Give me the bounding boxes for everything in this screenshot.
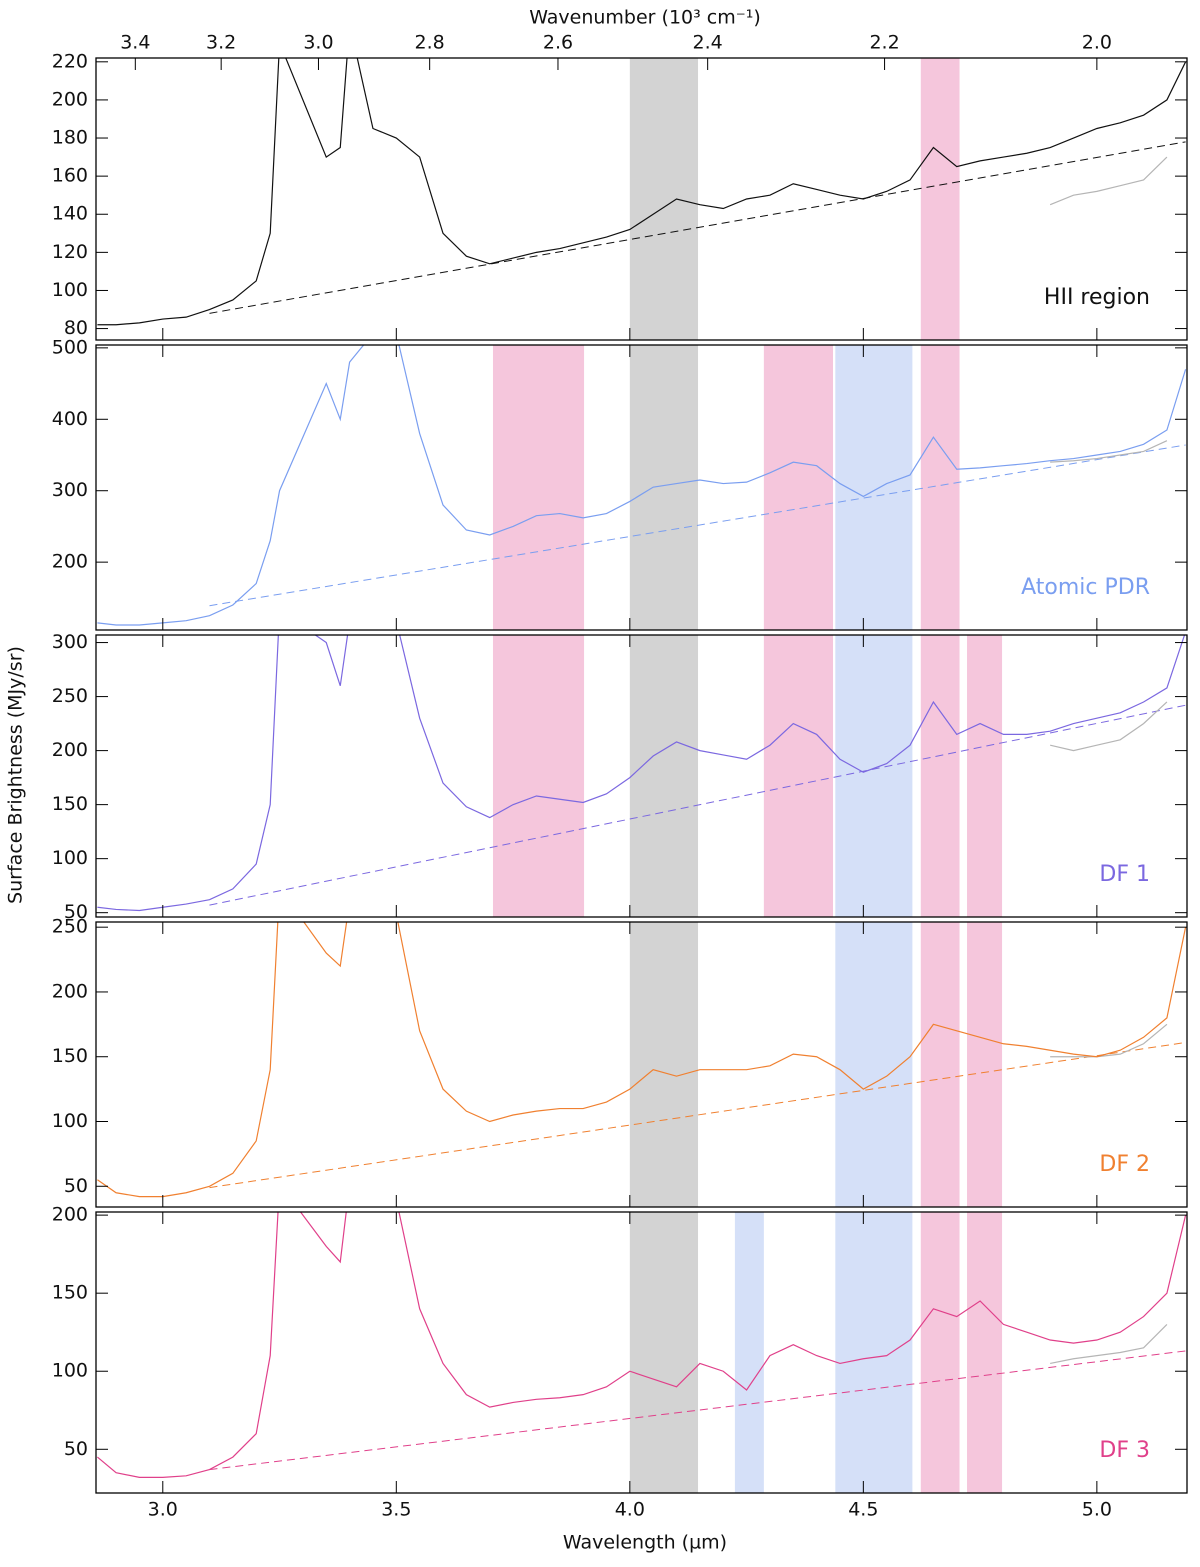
spectrum	[1050, 1023, 1168, 1058]
x-tick-label: 4.0	[615, 1499, 645, 1521]
x-axis-label: Wavelength (µm)	[563, 1532, 727, 1554]
continuum	[209, 1350, 1186, 1471]
band	[629, 635, 699, 917]
panel-label: HII region	[1044, 285, 1150, 310]
y-tick-label: 100	[52, 1110, 88, 1132]
x2-axis-label: Wavenumber (10³ cm⁻¹)	[529, 7, 761, 29]
y-tick-label: 300	[52, 479, 88, 501]
band	[629, 58, 699, 340]
band	[629, 922, 699, 1207]
y-tick-label: 50	[64, 1175, 88, 1197]
y-tick-label: 180	[52, 127, 88, 149]
panel-label: DF 2	[1099, 1152, 1150, 1177]
band	[835, 635, 913, 917]
y-tick-label: 400	[52, 408, 88, 430]
x-tick-label: 3.0	[148, 1499, 178, 1521]
spectrum	[97, 58, 1187, 326]
band	[763, 345, 833, 630]
band	[967, 922, 1003, 1207]
x2-tick-label: 2.6	[543, 32, 573, 54]
spectrum	[97, 345, 1187, 626]
y-tick-label: 50	[64, 1438, 88, 1460]
y-tick-label: 200	[52, 980, 88, 1002]
panel	[97, 58, 1187, 340]
y-tick-label: 100	[52, 279, 88, 301]
band	[629, 345, 699, 630]
y-tick-label: 200	[52, 88, 88, 110]
y-tick-label: 250	[52, 685, 88, 707]
continuum	[209, 704, 1186, 906]
y-tick-label: 500	[52, 336, 88, 358]
band	[734, 1212, 764, 1493]
band	[920, 922, 960, 1207]
y-tick-label: 100	[52, 847, 88, 869]
spectrum	[97, 1212, 1187, 1478]
x2-tick-label: 3.2	[206, 32, 236, 54]
y-tick-label: 150	[52, 1282, 88, 1304]
x2-tick-label: 3.0	[303, 32, 333, 54]
band	[763, 635, 833, 917]
y-tick-label: 150	[52, 793, 88, 815]
y-tick-label: 120	[52, 241, 88, 263]
y-tick-label: 150	[52, 1045, 88, 1067]
panel-label: Atomic PDR	[1021, 575, 1150, 600]
x2-tick-label: 2.4	[693, 32, 723, 54]
y-tick-label: 200	[52, 551, 88, 573]
panel-label: DF 3	[1099, 1438, 1150, 1463]
continuum	[209, 1041, 1186, 1189]
spectrum	[97, 635, 1186, 912]
panel	[97, 635, 1186, 917]
panel	[97, 1212, 1187, 1493]
panel	[97, 922, 1187, 1207]
spectrum	[97, 922, 1187, 1198]
x2-tick-label: 2.2	[869, 32, 899, 54]
x2-tick-label: 2.8	[415, 32, 445, 54]
continuum	[209, 444, 1186, 607]
x2-tick-label: 3.4	[120, 32, 150, 54]
band	[835, 1212, 913, 1493]
band	[629, 1212, 699, 1493]
y-tick-label: 300	[52, 631, 88, 653]
band	[920, 635, 960, 917]
band	[967, 635, 1003, 917]
spectrum	[1050, 440, 1168, 463]
panel-frame	[95, 634, 1188, 918]
band	[920, 1212, 960, 1493]
band	[920, 345, 960, 630]
y-tick-label: 50	[64, 901, 88, 923]
spectrum	[1049, 156, 1168, 206]
y-tick-label: 160	[52, 165, 88, 187]
spectrum	[1050, 1323, 1168, 1365]
panel-frame	[95, 1211, 1188, 1494]
panel-label: DF 1	[1099, 862, 1150, 887]
panel-frame	[95, 344, 1188, 631]
band	[492, 635, 585, 917]
y-tick-label: 200	[52, 739, 88, 761]
x-tick-label: 4.5	[848, 1499, 878, 1521]
y-tick-label: 100	[52, 1360, 88, 1382]
band	[492, 345, 585, 630]
band	[835, 922, 913, 1207]
panel-frame	[95, 921, 1188, 1208]
band	[967, 1212, 1003, 1493]
y-tick-label: 80	[64, 317, 88, 339]
y-tick-label: 140	[52, 203, 88, 225]
panel-frame	[95, 57, 1188, 341]
y-tick-label: 250	[52, 916, 88, 938]
band	[920, 58, 960, 340]
y-tick-label: 220	[52, 50, 88, 72]
continuum	[209, 141, 1186, 314]
y-axis-label: Surface Brightness (MJy/sr)	[5, 646, 27, 904]
spectrum	[1050, 701, 1168, 752]
x2-tick-label: 2.0	[1082, 32, 1112, 54]
panel	[97, 345, 1187, 630]
x-tick-label: 5.0	[1082, 1499, 1112, 1521]
x-tick-label: 3.5	[381, 1499, 411, 1521]
y-tick-label: 200	[52, 1204, 88, 1226]
